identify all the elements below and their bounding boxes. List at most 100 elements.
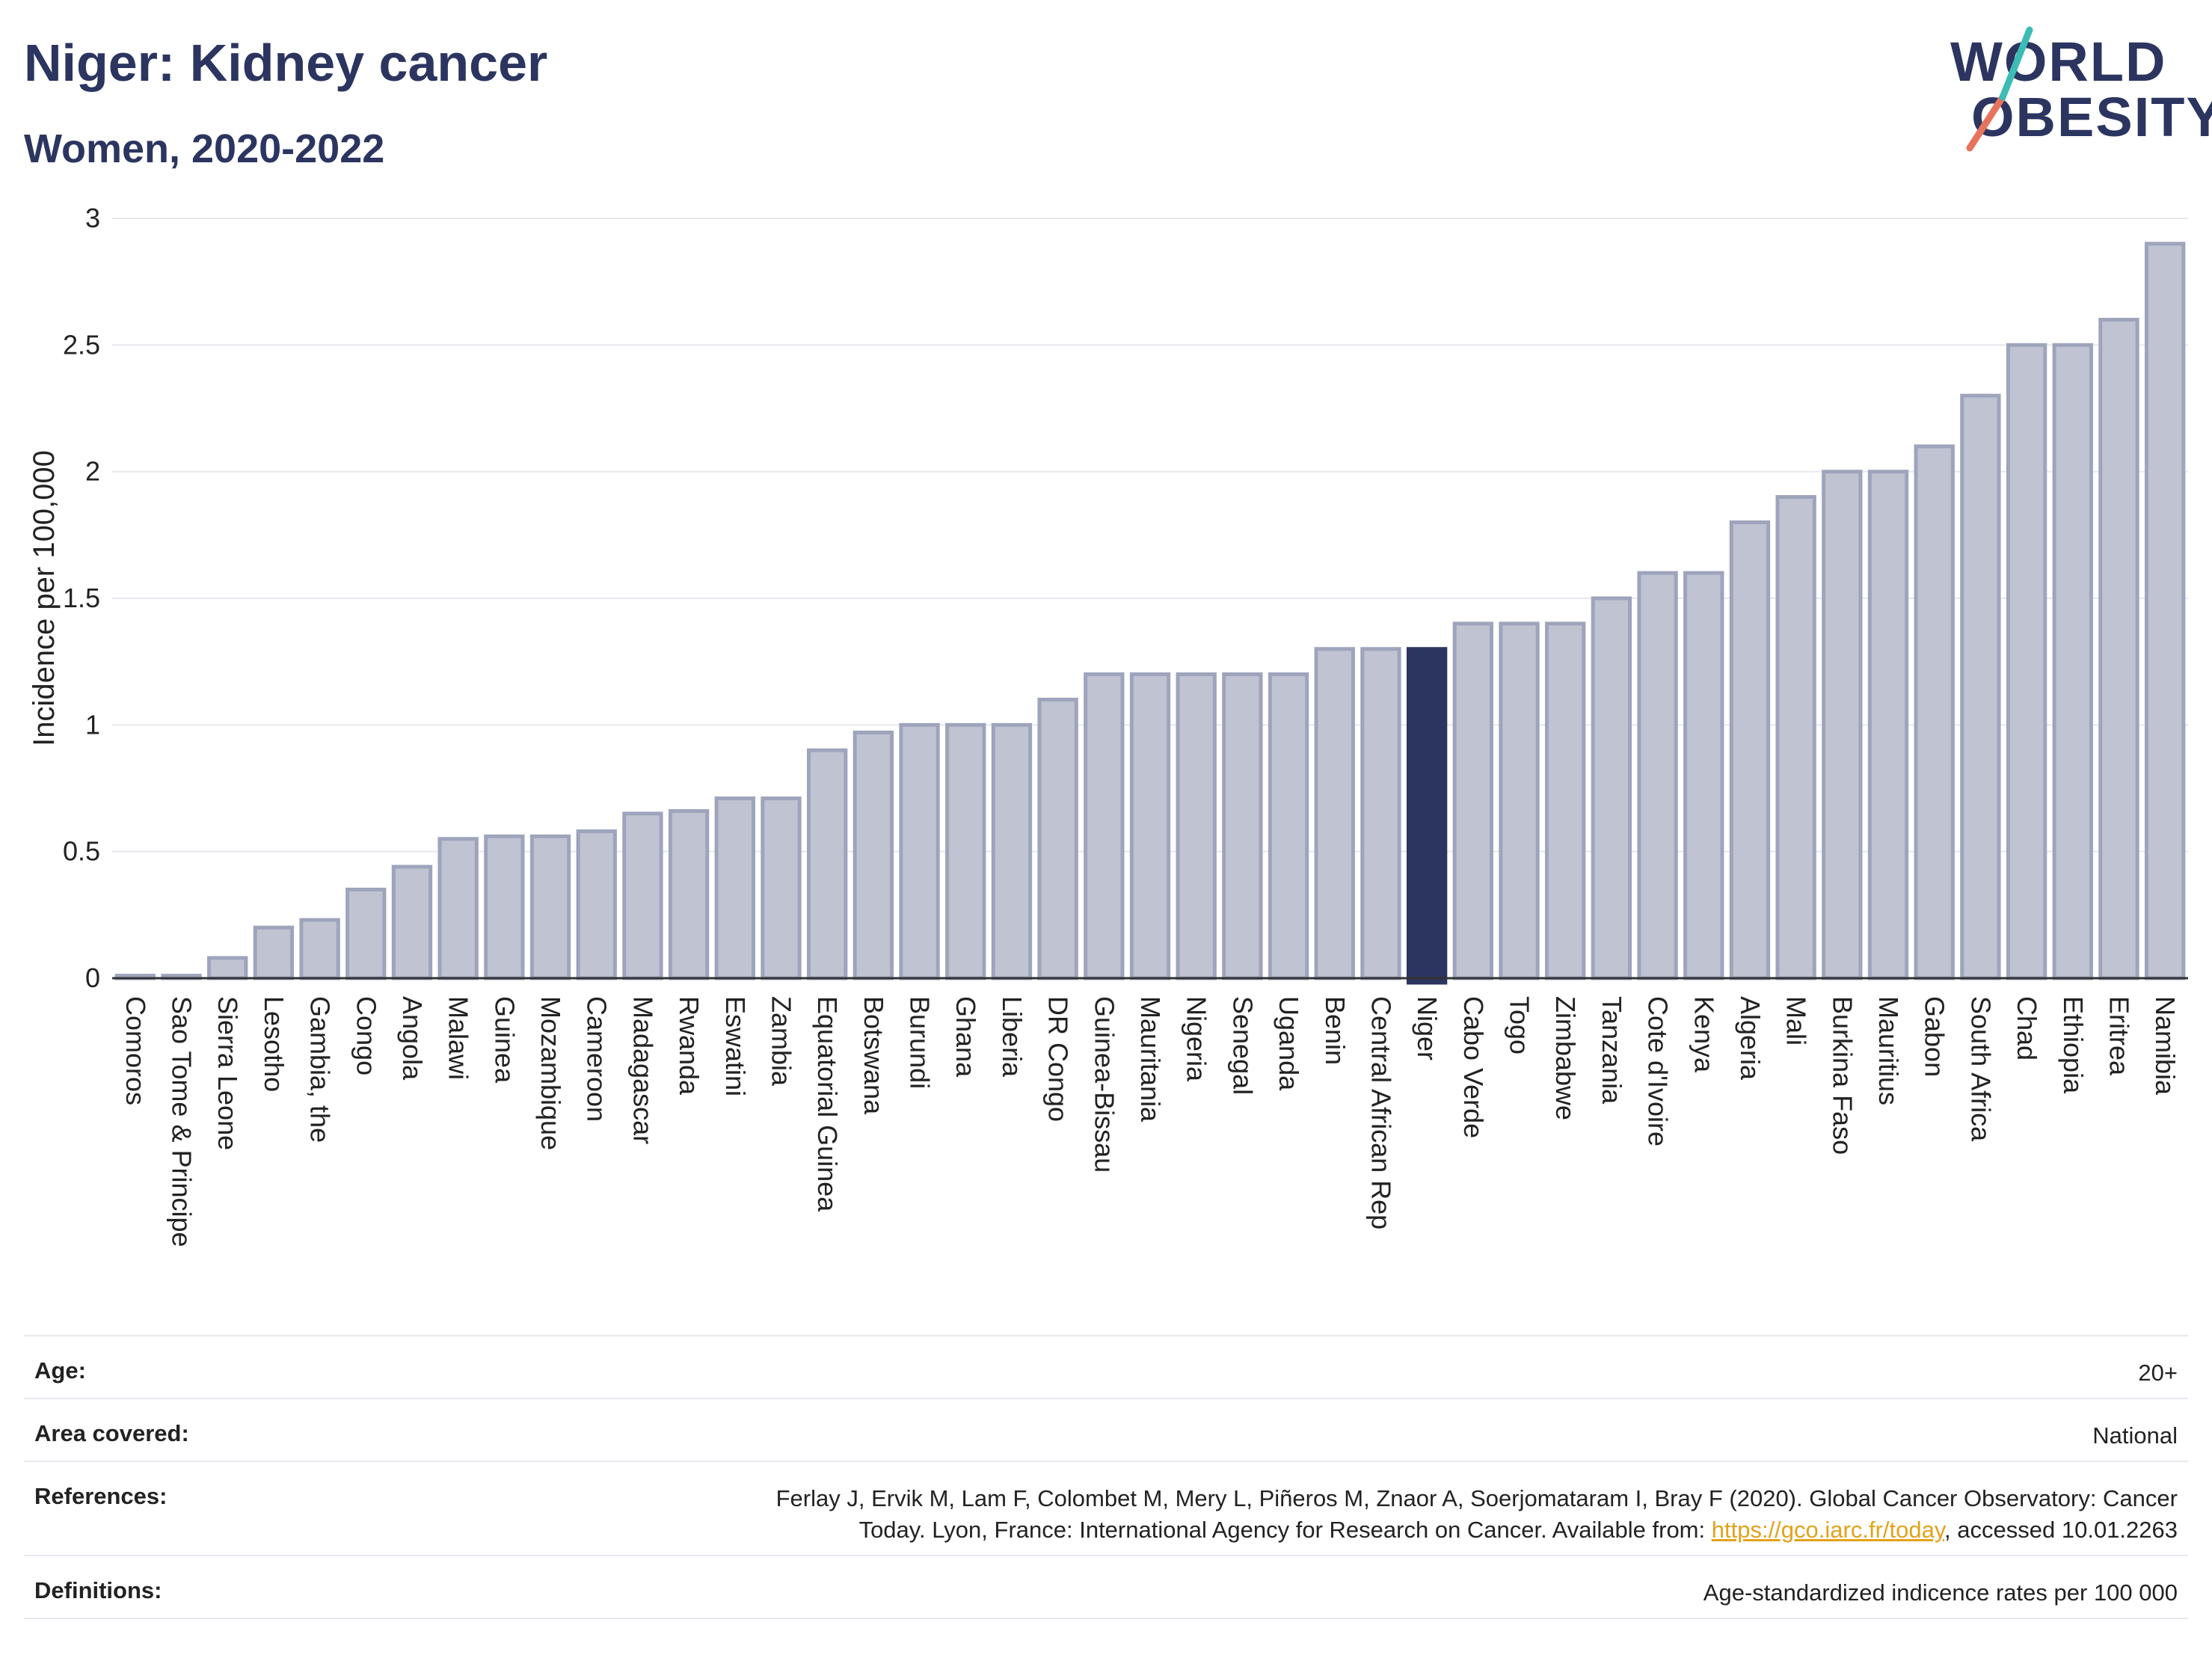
world-obesity-logo: WORLD OBESITY xyxy=(1950,22,2212,157)
x-tick-label: Gabon xyxy=(1920,996,1950,1077)
references-link[interactable]: https://gco.iarc.fr/today xyxy=(1711,1517,1945,1543)
bar xyxy=(1960,393,2001,980)
x-tick-label: Mali xyxy=(1781,996,1812,1045)
bar xyxy=(1914,444,1955,980)
area-label: Area covered: xyxy=(34,1420,189,1446)
bar xyxy=(1406,647,1448,985)
bar xyxy=(1867,470,1909,980)
x-tick-label: Benin xyxy=(1320,996,1351,1065)
bar xyxy=(1822,470,1863,980)
x-tick-label: Senegal xyxy=(1227,996,1258,1095)
bar-chart: 0 0.5 1 1.5 2 2.5 3 Incidence per 100,000 Comoro… xyxy=(28,203,2188,1247)
bar xyxy=(991,722,1033,980)
references-line-1: Ferlay J, Ervik M, Lam F, Colombet M, Me… xyxy=(775,1485,2178,1511)
references-value: Ferlay J, Ervik M, Lam F, Colombet M, Me… xyxy=(776,1483,2178,1546)
x-tick-label: Liberia xyxy=(997,996,1027,1078)
bar xyxy=(1452,621,1493,980)
bar xyxy=(1591,596,1632,980)
x-tick-label: Kenya xyxy=(1689,996,1719,1073)
x-tick-label: Nigeria xyxy=(1182,996,1212,1082)
metadata-table: Age: 20+ Area covered: National Referenc… xyxy=(24,1335,2188,1619)
bar xyxy=(1775,495,1816,980)
bar xyxy=(345,887,387,980)
x-tick-label: Congo xyxy=(351,996,381,1075)
x-tick-label: Niger xyxy=(1412,996,1443,1060)
bar xyxy=(1499,621,1540,980)
references-label: References: xyxy=(34,1483,168,1509)
x-tick-label: Eswatini xyxy=(720,996,751,1096)
y-tick-label: 1.5 xyxy=(63,583,100,613)
bar xyxy=(1729,520,1771,980)
bar xyxy=(391,865,433,980)
bar xyxy=(299,918,340,980)
bar xyxy=(437,837,479,980)
x-tick-label: Gambia, the xyxy=(305,996,336,1143)
y-axis-title: Incidence per 100,000 xyxy=(28,450,61,746)
meta-row-definitions: Definitions: Age-standardized indicence … xyxy=(24,1555,2188,1619)
bar xyxy=(1129,672,1171,980)
bar xyxy=(668,808,710,980)
area-value: National xyxy=(2092,1422,2178,1449)
bar xyxy=(1084,672,1125,980)
x-tick-label: Mozambique xyxy=(535,996,566,1150)
x-tick-label: Togo xyxy=(1505,996,1535,1054)
bar xyxy=(622,811,663,980)
x-tick-label: Uganda xyxy=(1274,996,1304,1091)
logo-slash-icon xyxy=(1966,26,2033,152)
x-tick-label: Chad xyxy=(2012,996,2042,1060)
x-tick-label: Mauritania xyxy=(1135,996,1166,1123)
bar xyxy=(1037,697,1078,980)
x-tick-label: South Africa xyxy=(1965,996,1996,1142)
age-value: 20+ xyxy=(2138,1360,2178,1386)
x-tick-label: Equatorial Guinea xyxy=(812,996,843,1212)
page-title: Niger: Kidney cancer xyxy=(24,34,548,92)
logo-line-2: OBESITY xyxy=(1971,86,2212,148)
y-tick-label: 3 xyxy=(85,203,100,233)
bar xyxy=(1222,672,1263,980)
bar xyxy=(1268,672,1309,980)
x-tick-label: Rwanda xyxy=(674,996,704,1096)
y-tick-label: 1 xyxy=(85,709,100,740)
x-tick-label: Ethiopia xyxy=(2058,996,2089,1094)
x-tick-label: Malawi xyxy=(443,996,474,1080)
bar xyxy=(576,829,617,980)
x-tick-label: Sierra Leone xyxy=(212,996,243,1150)
x-tick-label: Mauritius xyxy=(1873,996,1904,1105)
y-tick-label: 0 xyxy=(85,962,100,993)
x-tick-label: Botswana xyxy=(858,996,889,1115)
y-tick-label: 2 xyxy=(85,456,100,487)
x-tick-label: Sao Tome & Principe xyxy=(167,996,197,1247)
bar xyxy=(899,722,940,980)
meta-row-age: Age: 20+ xyxy=(24,1335,2188,1398)
bar xyxy=(714,796,755,980)
bar xyxy=(1545,621,1586,980)
age-label: Age: xyxy=(34,1357,86,1384)
bar xyxy=(807,748,848,980)
x-tick-label: Cameroon xyxy=(582,996,612,1122)
bar xyxy=(484,834,525,980)
meta-row-area: Area covered: National xyxy=(24,1398,2188,1461)
references-accessed: , accessed 10.01.2263 xyxy=(1944,1517,2178,1543)
references-line-2: Today. Lyon, France: International Agenc… xyxy=(776,1514,2178,1546)
meta-row-references: References: Ferlay J, Ervik M, Lam F, Co… xyxy=(24,1461,2188,1555)
references-text: Today. Lyon, France: International Agenc… xyxy=(858,1517,1712,1543)
x-tick-label: Algeria xyxy=(1735,996,1766,1081)
bar xyxy=(1360,647,1401,980)
bar xyxy=(529,834,571,980)
bar xyxy=(2144,242,2186,980)
x-tick-label: Eritrea xyxy=(2104,996,2134,1076)
bar xyxy=(2098,317,2139,980)
bar xyxy=(1637,571,1678,980)
x-tick-label: Guinea-Bissau xyxy=(1089,996,1119,1173)
x-tick-label: DR Congo xyxy=(1043,996,1074,1122)
y-tick-label: 0.5 xyxy=(63,836,100,867)
definitions-value: Age-standardized indicence rates per 100… xyxy=(1703,1579,2178,1606)
x-tick-label: Ghana xyxy=(950,996,981,1078)
bar xyxy=(207,956,248,980)
x-tick-label: Angola xyxy=(397,996,428,1081)
x-tick-label: Namibia xyxy=(2150,996,2181,1096)
x-tick-label: Burkina Faso xyxy=(1827,996,1858,1155)
bar xyxy=(1176,672,1217,980)
bar xyxy=(761,796,802,980)
page-subtitle: Women, 2020-2022 xyxy=(24,126,385,171)
